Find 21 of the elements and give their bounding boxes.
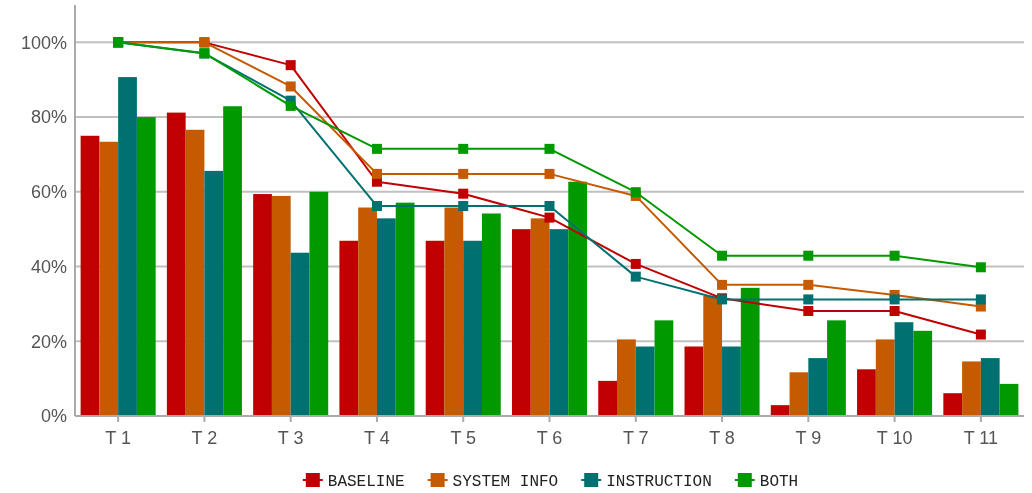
x-tick-label: T 10: [876, 428, 913, 448]
x-tick-label: T 2: [191, 428, 218, 448]
x-tick-label: T 5: [450, 428, 477, 448]
x-tick-label: T 6: [536, 428, 563, 448]
x-tick-label: T 11: [963, 428, 999, 448]
x-tick-label: T 9: [795, 428, 822, 448]
x-tick-label: T 8: [709, 428, 735, 448]
x-tick-label: T 3: [277, 428, 304, 448]
y-tick-label: 60%: [30, 182, 67, 203]
legend-label: SYSTEM INFO: [452, 472, 559, 491]
x-tick-label: T 4: [364, 428, 390, 448]
y-tick-label: 40%: [30, 256, 67, 277]
legend-label: BOTH: [759, 472, 799, 491]
y-tick-label: 20%: [30, 331, 67, 352]
legend-label: INSTRUCTION: [606, 472, 712, 491]
legend-label: BASELINE: [327, 472, 405, 491]
y-tick-label: 100%: [20, 32, 67, 53]
x-tick-label: T 7: [622, 428, 649, 448]
x-tick-label: T 1: [105, 428, 131, 448]
y-tick-label: 80%: [30, 107, 67, 128]
y-tick-label: 0%: [40, 406, 67, 427]
